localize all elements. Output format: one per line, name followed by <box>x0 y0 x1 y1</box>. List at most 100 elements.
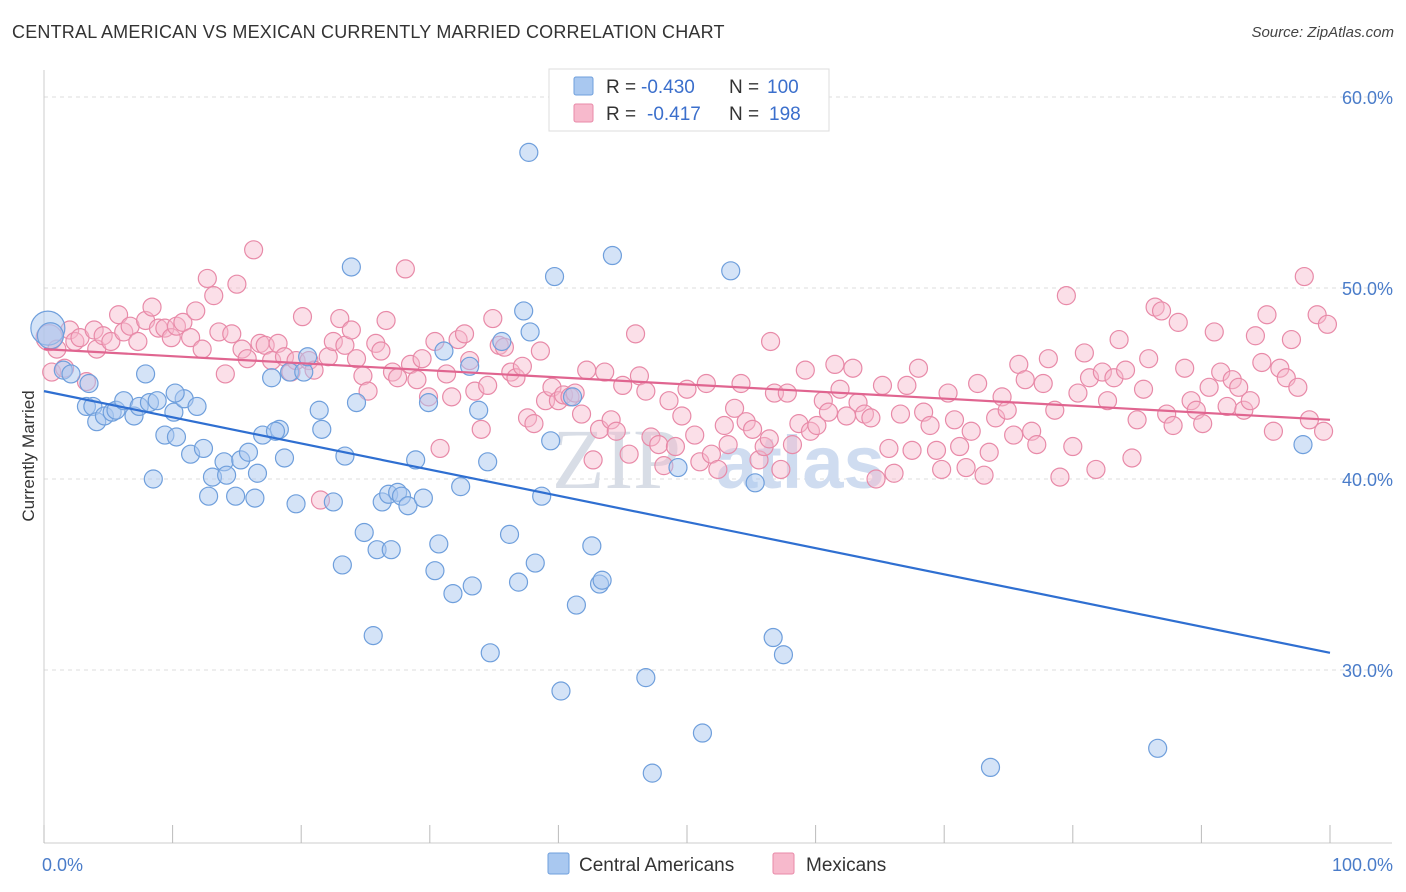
mexicans-point <box>1204 322 1224 342</box>
mexicans-point <box>641 427 661 447</box>
mexicans-point <box>330 308 350 329</box>
mexicans-point <box>1074 343 1094 363</box>
central-americans-point <box>668 457 688 478</box>
x-axis-ticks <box>43 825 1331 843</box>
mexicans-point <box>759 429 779 449</box>
mexicans-point <box>1122 448 1142 468</box>
mexicans-point <box>128 331 148 352</box>
mexicans-point <box>736 412 756 432</box>
legend-n-value-2: 198 <box>769 104 801 125</box>
central-americans-point <box>721 261 741 281</box>
mexicans-point <box>323 331 343 352</box>
mexicans-point <box>625 324 646 344</box>
mexicans-point <box>376 310 396 331</box>
central-americans-point <box>193 438 214 459</box>
mexicans-point <box>731 373 751 394</box>
mexicans-point <box>1127 410 1147 430</box>
mexicans-point <box>1193 414 1213 434</box>
central-americans-point <box>566 595 587 615</box>
mexicans-point <box>659 391 679 411</box>
mexicans-point <box>371 341 391 361</box>
mexicans-point <box>908 358 929 378</box>
chart-source: Source: ZipAtlas.com <box>1251 24 1394 41</box>
central-americans-point <box>642 763 662 783</box>
mexicans-point <box>708 459 728 480</box>
mexicans-point <box>1027 435 1047 455</box>
central-americans-point <box>226 486 246 506</box>
mexicans-point <box>358 381 378 401</box>
central-americans-point <box>332 555 352 575</box>
mexicans-point <box>512 356 532 376</box>
central-americans-point <box>462 576 482 596</box>
mexicans-points <box>35 240 1338 510</box>
mexicans-point <box>1015 370 1035 390</box>
mexicans-point <box>897 375 917 396</box>
mexicans-point <box>974 465 994 485</box>
trend-lines <box>43 348 1331 654</box>
central-americans-point <box>61 364 81 384</box>
x-tick-label: 100.0% <box>1332 855 1393 875</box>
bottom-legend-swatch-mexicans <box>772 852 795 875</box>
mexicans-point <box>1240 391 1260 411</box>
mexicans-point <box>677 379 697 399</box>
mexicans-point <box>454 324 475 344</box>
central-americans-point <box>692 723 713 743</box>
mexicans-point <box>1257 305 1277 325</box>
mexicans-point <box>1068 383 1088 403</box>
central-americans-point <box>381 540 401 560</box>
mexicans-point <box>530 341 550 361</box>
mexicans-point <box>1252 352 1272 373</box>
mexicans-point <box>1211 362 1231 382</box>
mexicans-point <box>1133 379 1154 399</box>
mexicans-point <box>956 457 976 478</box>
central-americans-point <box>520 322 540 342</box>
central-americans-point <box>274 448 295 468</box>
mexicans-point <box>1097 391 1118 411</box>
mexicans-point <box>1281 329 1302 350</box>
mexicans-point <box>986 408 1006 428</box>
mexicans-trend-line <box>43 348 1331 421</box>
central-americans-point <box>245 488 265 508</box>
mexicans-point <box>571 404 592 424</box>
central-americans-point <box>166 427 187 447</box>
central-americans-point <box>418 393 439 413</box>
central-americans-point <box>1293 435 1313 455</box>
mexicans-point <box>1063 436 1083 457</box>
central-americans-point <box>165 383 185 403</box>
central-americans-point <box>582 536 602 556</box>
mexicans-point <box>1092 362 1112 382</box>
mexicans-point <box>890 404 911 424</box>
central-americans-point <box>143 469 163 489</box>
mexicans-point <box>861 408 881 428</box>
mexicans-point <box>724 398 745 418</box>
central-americans-point <box>312 419 332 439</box>
central-americans-point <box>247 463 268 483</box>
mexicans-point <box>292 307 313 327</box>
central-americans-point <box>544 266 565 287</box>
central-americans-point <box>1148 738 1168 758</box>
mexicans-point <box>1263 421 1284 441</box>
x-tick-label: 0.0% <box>42 855 83 875</box>
bottom-legend-swatch-central-americans <box>547 852 570 875</box>
central-americans-point <box>147 391 167 411</box>
y-tick-label: 50.0% <box>1342 279 1393 299</box>
mexicans-point <box>843 358 863 378</box>
mexicans-point <box>1307 305 1327 325</box>
mexicans-point <box>1151 301 1172 321</box>
mexicans-point <box>1033 373 1053 394</box>
mexicans-point <box>142 297 162 317</box>
mexicans-point <box>192 339 212 359</box>
central-americans-point <box>354 522 374 543</box>
mexicans-point <box>665 436 686 457</box>
mexicans-point <box>1317 314 1338 334</box>
central-americans-point <box>335 446 355 466</box>
mexicans-point <box>204 286 224 306</box>
mexicans-point <box>506 368 526 388</box>
mexicans-point <box>672 406 692 426</box>
mexicans-point <box>1313 421 1334 441</box>
central-americans-point <box>79 373 99 394</box>
central-americans-point <box>636 668 656 688</box>
y-tick-label: 30.0% <box>1342 661 1393 681</box>
y-axis-tick-labels: 60.0% 50.0% 40.0% 30.0% <box>1342 88 1393 681</box>
mexicans-point <box>872 375 893 396</box>
